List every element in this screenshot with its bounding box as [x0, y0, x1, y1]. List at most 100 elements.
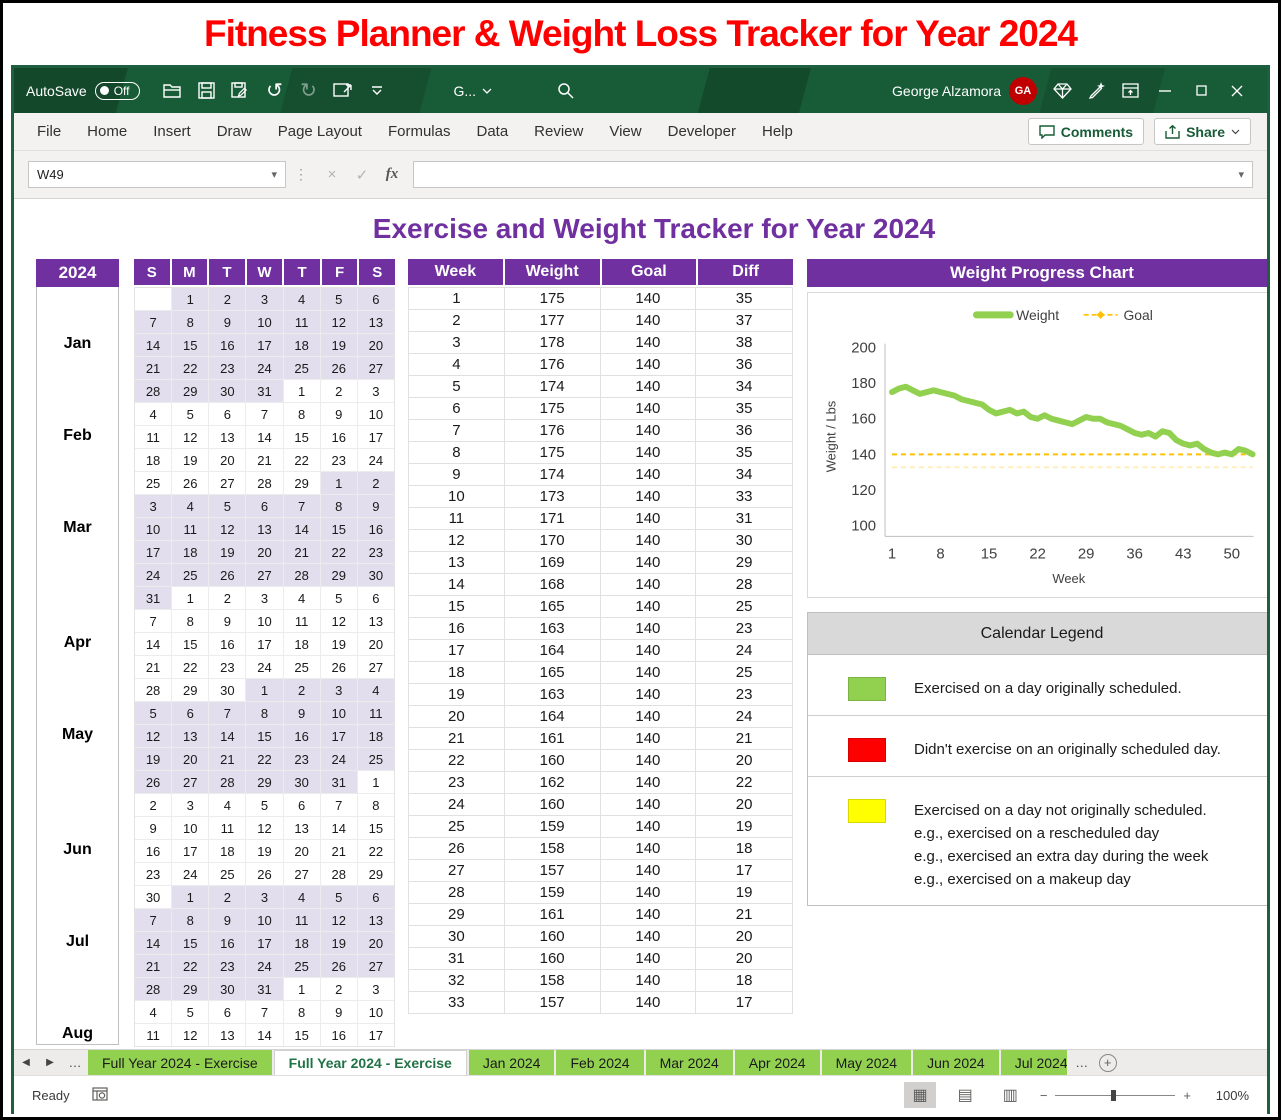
tab-overflow-right[interactable]: …	[1075, 1055, 1089, 1070]
qat-customize-chevron-icon[interactable]	[360, 76, 394, 106]
weight-table-cell[interactable]: 34	[696, 376, 792, 398]
month-label-jan[interactable]: Jan	[63, 334, 92, 352]
weight-table-cell[interactable]: 25	[696, 662, 792, 684]
calendar-day-cell[interactable]: 17	[172, 840, 209, 862]
calendar-day-cell[interactable]: 4	[135, 1001, 172, 1023]
weight-table-cell[interactable]: 140	[600, 926, 697, 948]
calendar-day-cell[interactable]: 19	[320, 334, 357, 356]
autosave-pill[interactable]: Off	[94, 81, 140, 100]
weight-table-cell[interactable]: 140	[600, 750, 697, 772]
calendar-day-cell[interactable]: 19	[320, 932, 357, 954]
ribbon-display-icon[interactable]	[1113, 76, 1147, 106]
zoom-slider[interactable]: − +	[1040, 1088, 1191, 1103]
calendar-day-cell[interactable]: 15	[172, 633, 209, 655]
weight-table-cell[interactable]: 157	[504, 860, 601, 882]
weight-table-cell[interactable]: 140	[600, 354, 697, 376]
calendar-day-cell[interactable]: 10	[246, 311, 283, 333]
calendar-day-cell[interactable]: 9	[209, 610, 246, 632]
calendar-day-cell[interactable]: 16	[283, 725, 320, 747]
calendar-day-cell[interactable]: 27	[246, 564, 283, 586]
weight-table-header-cell[interactable]: Weight	[504, 259, 600, 285]
minimize-button[interactable]	[1147, 76, 1183, 106]
weight-table-cell[interactable]: 22	[409, 750, 505, 772]
weight-table-cell[interactable]: 140	[600, 640, 697, 662]
calendar-day-cell[interactable]: 25	[135, 472, 172, 494]
ribbon-tab-developer[interactable]: Developer	[667, 123, 736, 140]
weight-table-cell[interactable]: 18	[409, 662, 505, 684]
weight-table-cell[interactable]: 17	[409, 640, 505, 662]
month-label-mar[interactable]: Mar	[63, 518, 92, 536]
weight-table-cell[interactable]: 22	[696, 772, 792, 794]
calendar-day-cell[interactable]: 10	[246, 909, 283, 931]
sheet-tab-may-2024[interactable]: May 2024	[821, 1050, 912, 1075]
gem-icon[interactable]	[1045, 76, 1079, 106]
calendar-day-cell[interactable]: 2	[283, 679, 320, 701]
calendar-day-cell[interactable]: 25	[283, 955, 320, 977]
calendar-day-cell[interactable]: 14	[246, 1024, 283, 1046]
zoom-track[interactable]	[1055, 1089, 1176, 1101]
sheet-tab-jul-2024[interactable]: Jul 2024	[1000, 1050, 1067, 1075]
calendar-day-cell[interactable]: 4	[283, 587, 320, 609]
weight-table-cell[interactable]: 7	[409, 420, 505, 442]
calendar-day-cell[interactable]: 10	[357, 1001, 394, 1023]
calendar-day-cell[interactable]: 14	[135, 334, 172, 356]
weight-table-cell[interactable]: 140	[600, 398, 697, 420]
weight-table-cell[interactable]: 25	[696, 596, 792, 618]
confirm-entry-icon[interactable]: ✓	[355, 166, 369, 184]
calendar-day-cell[interactable]: 3	[246, 587, 283, 609]
weight-table-cell[interactable]: 35	[696, 398, 792, 420]
weight-table-cell[interactable]: 33	[409, 992, 505, 1014]
calendar-day-cell[interactable]: 3	[320, 679, 357, 701]
calendar-day-cell[interactable]: 21	[135, 357, 172, 379]
weight-table-cell[interactable]: 2	[409, 310, 505, 332]
calendar-day-cell[interactable]: 14	[320, 817, 357, 839]
calendar-day-cell[interactable]: 26	[209, 564, 246, 586]
next-sheet-arrow-icon[interactable]: ▶	[46, 1057, 54, 1068]
calendar-day-cell[interactable]: 5	[172, 403, 209, 425]
calendar-day-cell[interactable]: 17	[246, 932, 283, 954]
sheet-tab-full-year-2024-exercise[interactable]: Full Year 2024 - Exercise	[273, 1050, 467, 1075]
weight-table-cell[interactable]: 165	[504, 596, 601, 618]
calendar-day-cell[interactable]: 29	[357, 863, 394, 885]
weight-table-cell[interactable]: 140	[600, 486, 697, 508]
calendar-day-cell[interactable]: 6	[357, 886, 394, 908]
calendar-day-cell[interactable]: 18	[209, 840, 246, 862]
calendar-day-cell[interactable]: 23	[209, 656, 246, 678]
weight-table-cell[interactable]: 175	[504, 288, 601, 310]
calendar-day-cell[interactable]: 11	[172, 518, 209, 540]
legend-item-1[interactable]: Didn't exercise on an originally schedul…	[808, 716, 1267, 777]
weight-table-cell[interactable]: 162	[504, 772, 601, 794]
calendar-day-cell[interactable]: 9	[320, 403, 357, 425]
undo-icon[interactable]: ↺	[266, 79, 283, 102]
calendar-day-cell[interactable]: 5	[209, 495, 246, 517]
calendar-day-cell[interactable]: 6	[246, 495, 283, 517]
calendar-day-cell[interactable]: 13	[209, 426, 246, 448]
ribbon-tab-home[interactable]: Home	[87, 123, 128, 140]
weight-table-cell[interactable]: 140	[600, 728, 697, 750]
calendar-day-cell[interactable]: 23	[209, 357, 246, 379]
calendar-day-cell[interactable]: 21	[135, 955, 172, 977]
weight-table-header-cell[interactable]: Goal	[601, 259, 697, 285]
weight-table-header-cell[interactable]: Week	[408, 259, 503, 285]
calendar-day-cell[interactable]: 22	[283, 449, 320, 471]
sheet-tab-jun-2024[interactable]: Jun 2024	[913, 1050, 999, 1075]
calendar-day-cell[interactable]: 7	[135, 909, 172, 931]
calendar-day-cell[interactable]: 22	[246, 748, 283, 770]
calendar-day-cell[interactable]: 19	[246, 840, 283, 862]
share-button[interactable]: Share	[1154, 118, 1251, 145]
weight-table-cell[interactable]: 30	[409, 926, 505, 948]
calendar-day-cell[interactable]: 27	[357, 357, 394, 379]
weight-table-cell[interactable]: 28	[409, 882, 505, 904]
autosave-toggle[interactable]: AutoSave Off	[26, 81, 140, 100]
zoom-percent[interactable]: 100%	[1215, 1087, 1249, 1103]
weight-table-cell[interactable]: 33	[696, 486, 792, 508]
calendar-day-cell[interactable]: 6	[357, 288, 394, 310]
calendar-day-cell[interactable]: 15	[172, 932, 209, 954]
calendar-day-cell[interactable]: 28	[320, 863, 357, 885]
weekday-header-cell[interactable]: W	[246, 259, 283, 285]
calendar-day-cell[interactable]: 20	[357, 633, 394, 655]
calendar-day-cell[interactable]: 5	[135, 702, 172, 724]
calendar-day-cell[interactable]: 12	[172, 1024, 209, 1046]
weight-table-cell[interactable]: 6	[409, 398, 505, 420]
weight-table-cell[interactable]: 26	[409, 838, 505, 860]
